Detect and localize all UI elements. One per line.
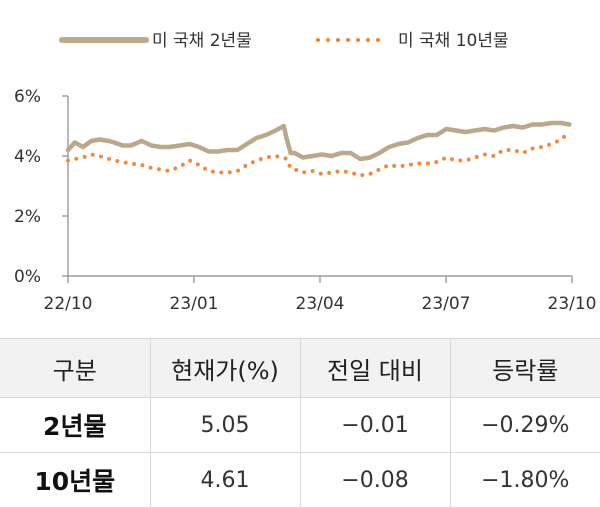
x-tick-label: 22/10: [44, 294, 93, 314]
x-tick-label: 23/01: [170, 294, 219, 314]
row-change: −0.01: [299, 397, 450, 453]
header-current-price: 현재가(%): [149, 338, 300, 398]
yield-summary-table: 구분 현재가(%) 전일 대비 등락률 2년물 5.05 −0.01 −0.29…: [0, 338, 600, 508]
table-row: 10년물 4.61 −0.08 −1.80%: [0, 452, 600, 508]
row-price: 4.61: [149, 452, 300, 508]
header-change: 전일 대비: [299, 338, 450, 398]
x-tick-label: 23/10: [548, 294, 597, 314]
table-header-row: 구분 현재가(%) 전일 대비 등락률: [0, 338, 600, 398]
chart-legend: 미 국채 2년물 미 국채 10년물: [59, 31, 509, 51]
y-tick-label: 6%: [14, 87, 41, 107]
yield-chart: 미 국채 2년물 미 국채 10년물 0% 2% 4% 6% 22/10 23/01 23…: [14, 31, 597, 314]
x-tick-label: 23/07: [422, 294, 471, 314]
series-line-10y: [66, 130, 572, 178]
y-tick-label: 4%: [14, 147, 41, 167]
y-tick-label: 0%: [14, 267, 41, 287]
table-row: 2년물 5.05 −0.01 −0.29%: [0, 397, 600, 453]
series-line-2y: [65, 120, 572, 162]
row-rate: −0.29%: [449, 397, 600, 453]
row-name: 10년물: [0, 452, 150, 508]
row-name: 2년물: [0, 397, 150, 453]
header-change-rate: 등락률: [449, 338, 600, 398]
legend-label-10y: 미 국채 10년물: [398, 31, 509, 51]
header-category: 구분: [0, 338, 150, 398]
series-layer: [65, 120, 572, 178]
y-axis-ticks: 0% 2% 4% 6%: [14, 87, 68, 287]
y-tick-label: 2%: [14, 207, 41, 227]
x-axis-ticks: 22/10 23/01 23/04 23/07 23/10: [44, 276, 597, 314]
legend-label-2y: 미 국채 2년물: [152, 31, 252, 51]
x-tick-label: 23/04: [296, 294, 345, 314]
row-change: −0.08: [299, 452, 450, 508]
row-rate: −1.80%: [449, 452, 600, 508]
row-price: 5.05: [149, 397, 300, 453]
